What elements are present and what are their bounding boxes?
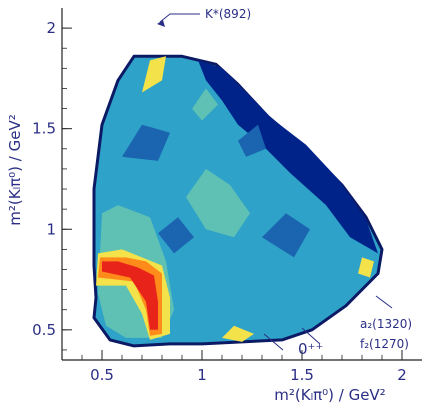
contour-level-1 bbox=[238, 124, 266, 157]
kstar-label: K*(892) bbox=[205, 7, 251, 21]
x-tick-label: 0.5 bbox=[90, 366, 114, 384]
annotation-0pp: 0⁺⁺ bbox=[263, 327, 323, 358]
contour-level-1 bbox=[262, 213, 310, 258]
0pp-label: 0⁺⁺ bbox=[298, 340, 323, 358]
kstar-arrow bbox=[159, 13, 200, 23]
heatmap-layer bbox=[92, 54, 384, 348]
x-tick-label: 1 bbox=[197, 366, 207, 384]
contour-level-4 bbox=[142, 56, 166, 93]
y-axis: 0.5 1 1.5 2 bbox=[32, 19, 72, 351]
contour-level-0 bbox=[198, 60, 378, 254]
y-tick-label: 0.5 bbox=[32, 321, 56, 339]
y-tick-label: 1.5 bbox=[32, 120, 56, 138]
contour-level-6 bbox=[102, 261, 158, 330]
y-axis-title: m²(Kₗπ⁰) / GeV² bbox=[6, 114, 24, 225]
0pp-arrow-2 bbox=[301, 327, 321, 345]
x-tick-label: 2 bbox=[397, 366, 407, 384]
y-tick-label: 1 bbox=[46, 220, 56, 238]
contour-level-1 bbox=[158, 217, 194, 254]
y-tick-label: 2 bbox=[46, 19, 56, 37]
contour-level-1 bbox=[122, 124, 170, 161]
annotation-a2-f2: a₂(1320) f₂(1270) bbox=[360, 295, 412, 351]
contour-level-3 bbox=[192, 88, 218, 121]
x-tick-label: 1.5 bbox=[290, 366, 314, 384]
x-axis-title: m²(Kₗπ⁰) / GeV² bbox=[274, 386, 385, 404]
0pp-arrow-1 bbox=[263, 333, 284, 351]
contour-level-3 bbox=[186, 168, 250, 238]
contour-level-4 bbox=[222, 325, 254, 342]
a2-arrow bbox=[375, 295, 393, 309]
f2-label: f₂(1270) bbox=[360, 337, 409, 351]
x-axis: 0.5 1 1.5 2 bbox=[61, 350, 407, 384]
contour-level-4 bbox=[358, 257, 374, 278]
a2-label: a₂(1320) bbox=[360, 317, 412, 331]
kstar-arrowhead bbox=[157, 20, 165, 27]
annotation-kstar: K*(892) bbox=[157, 7, 251, 27]
